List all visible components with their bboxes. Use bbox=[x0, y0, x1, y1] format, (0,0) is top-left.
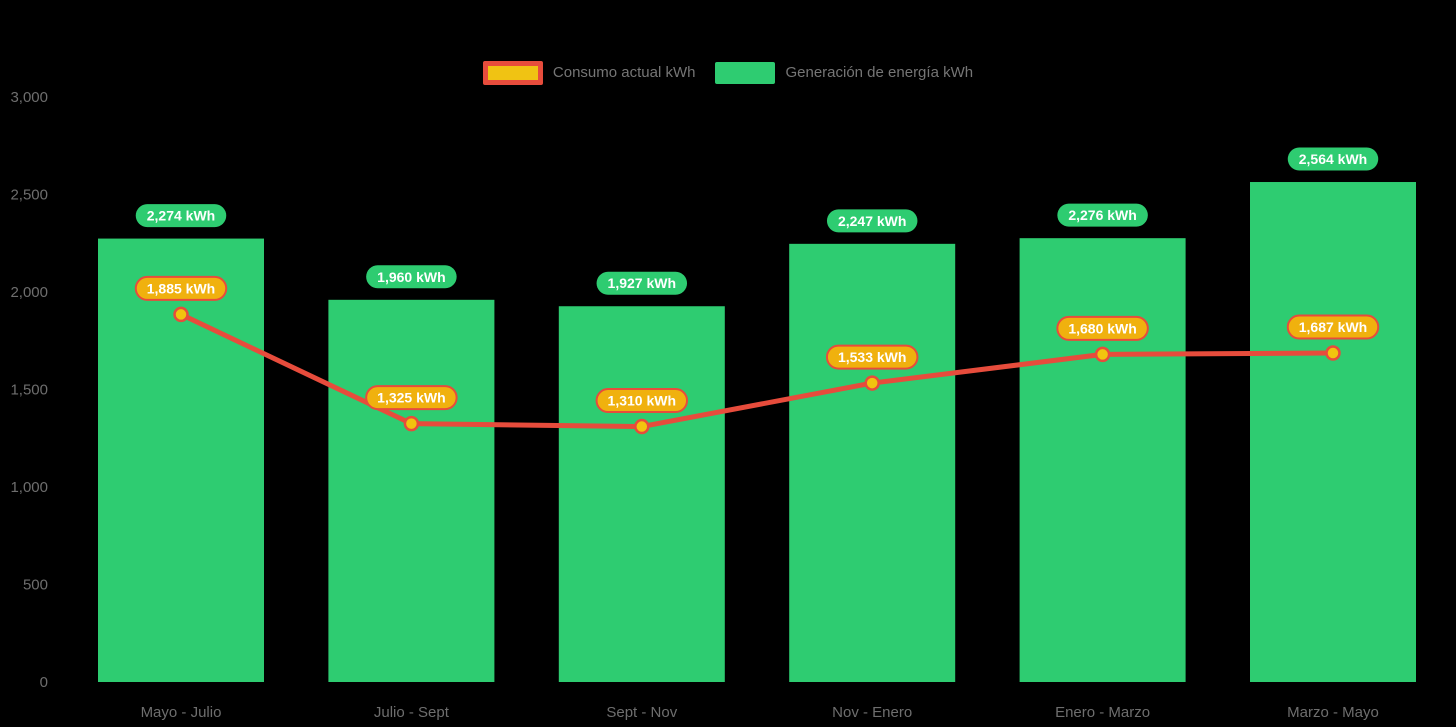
line-point-3[interactable] bbox=[864, 375, 880, 391]
y-axis-label: 2,500 bbox=[10, 187, 48, 204]
consumo-label-0: 1,885 kWh bbox=[134, 275, 228, 301]
generacion-label-2: 1,927 kWh bbox=[596, 271, 688, 295]
legend-label-consumo: Consumo actual kWh bbox=[552, 64, 696, 81]
bar-generacion-1[interactable] bbox=[328, 299, 495, 682]
y-axis-label: 2,000 bbox=[10, 284, 48, 301]
x-axis-label: Enero - Marzo bbox=[1055, 704, 1150, 721]
consumo-label-4: 1,680 kWh bbox=[1056, 315, 1149, 341]
generacion-label-bg bbox=[826, 209, 918, 233]
consumo-label-text: 1,533 kWh bbox=[838, 349, 906, 365]
legend-swatch-consumo-icon bbox=[482, 61, 543, 85]
legend-label-generacion: Generación de energía kWh bbox=[785, 64, 974, 81]
x-axis-label: Sept - Nov bbox=[606, 704, 677, 721]
consumo-label-bg bbox=[134, 275, 228, 301]
generacion-label-text: 2,564 kWh bbox=[1299, 151, 1367, 167]
consumo-label-bg bbox=[595, 388, 689, 414]
generacion-label-text: 2,276 kWh bbox=[1068, 207, 1136, 223]
bar-generacion-2[interactable] bbox=[558, 306, 725, 682]
consumo-label-3: 1,533 kWh bbox=[825, 344, 919, 370]
generacion-label-text: 2,247 kWh bbox=[838, 213, 906, 229]
generacion-label-3: 2,247 kWh bbox=[826, 209, 918, 233]
consumo-label-text: 1,885 kWh bbox=[147, 280, 215, 296]
generacion-label-bg bbox=[366, 265, 457, 289]
generacion-label-4: 2,276 kWh bbox=[1057, 203, 1148, 227]
y-axis-label: 3,000 bbox=[10, 89, 48, 106]
y-axis-label: 1,500 bbox=[10, 382, 48, 399]
generacion-label-5: 2,564 kWh bbox=[1287, 147, 1379, 171]
consumo-label-text: 1,687 kWh bbox=[1299, 319, 1367, 335]
line-point-1[interactable] bbox=[403, 415, 420, 432]
consumo-label-2: 1,310 kWh bbox=[595, 388, 689, 414]
consumo-label-bg bbox=[1286, 314, 1380, 340]
consumo-label-text: 1,310 kWh bbox=[608, 393, 676, 409]
y-axis-label: 1,000 bbox=[10, 479, 48, 496]
consumo-label-bg bbox=[825, 344, 919, 370]
generacion-label-text: 1,927 kWh bbox=[608, 275, 676, 291]
consumo-label-text: 1,325 kWh bbox=[377, 390, 445, 406]
generacion-label-bg bbox=[1287, 147, 1379, 171]
consumo-label-bg bbox=[365, 385, 458, 411]
y-axis-label: 0 bbox=[40, 674, 48, 691]
consumo-label-text: 1,680 kWh bbox=[1068, 320, 1136, 336]
generacion-label-0: 2,274 kWh bbox=[135, 204, 227, 228]
line-point-4[interactable] bbox=[1094, 346, 1111, 363]
generacion-label-bg bbox=[596, 271, 688, 295]
consumo-label-5: 1,687 kWh bbox=[1286, 314, 1380, 340]
x-axis-label: Nov - Enero bbox=[832, 704, 912, 721]
line-point-2[interactable] bbox=[634, 418, 650, 435]
legend-swatch-generacion-icon bbox=[715, 62, 776, 84]
generacion-label-text: 1,960 kWh bbox=[377, 269, 445, 285]
generacion-label-bg bbox=[1057, 203, 1148, 227]
bar-generacion-3[interactable] bbox=[789, 243, 956, 682]
generacion-label-1: 1,960 kWh bbox=[366, 265, 457, 289]
bar-generacion-5[interactable] bbox=[1250, 182, 1416, 682]
consumo-label-1: 1,325 kWh bbox=[365, 385, 458, 411]
legend: Consumo actual kWh Generación de energía… bbox=[0, 61, 1456, 85]
x-axis-label: Julio - Sept bbox=[374, 704, 450, 721]
line-point-0[interactable] bbox=[173, 306, 189, 323]
legend-item-consumo-actual[interactable]: Consumo actual kWh bbox=[482, 61, 696, 85]
bar-generacion-0[interactable] bbox=[98, 238, 264, 682]
y-axis-label: 500 bbox=[23, 577, 48, 594]
x-axis-label: Marzo - Mayo bbox=[1287, 704, 1379, 721]
generacion-label-text: 2,274 kWh bbox=[147, 208, 215, 224]
legend-item-generacion[interactable]: Generación de energía kWh bbox=[715, 61, 973, 85]
line-point-5[interactable] bbox=[1325, 345, 1341, 361]
consumo-label-bg bbox=[1056, 315, 1149, 341]
generacion-label-bg bbox=[135, 204, 227, 228]
bar-generacion-4[interactable] bbox=[1019, 238, 1186, 682]
x-axis-label: Mayo - Julio bbox=[141, 704, 222, 721]
